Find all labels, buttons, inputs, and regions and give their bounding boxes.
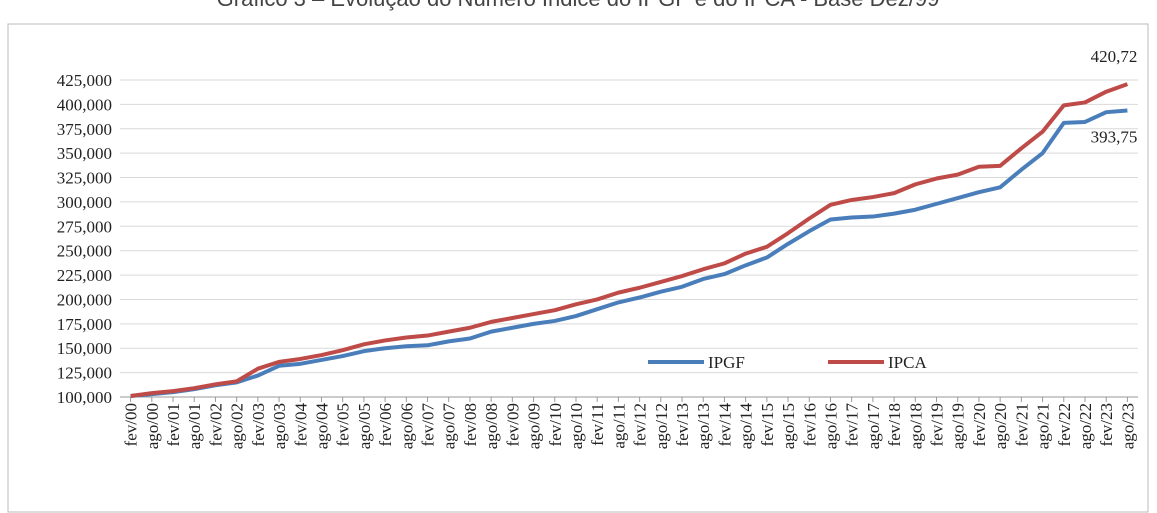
y-tick-label: 425,000 xyxy=(57,71,112,90)
x-tick-label: fev/05 xyxy=(334,403,353,446)
x-tick-label: fev/18 xyxy=(885,403,904,446)
y-tick-label: 400,000 xyxy=(57,95,112,114)
x-tick-label: fev/04 xyxy=(291,403,310,447)
x-tick-label: ago/13 xyxy=(694,403,713,449)
x-tick-label: fev/07 xyxy=(419,403,438,447)
x-tick-label: fev/10 xyxy=(546,403,565,446)
x-tick-label: ago/09 xyxy=(525,403,544,449)
x-tick-label: fev/16 xyxy=(800,403,819,446)
y-tick-label: 300,000 xyxy=(57,193,112,212)
x-tick-label: ago/11 xyxy=(609,403,628,449)
y-tick-label: 200,000 xyxy=(57,290,112,309)
legend-label: IPCA xyxy=(888,353,927,372)
y-tick-label: 225,000 xyxy=(57,266,112,285)
data-label: 393,75 xyxy=(1091,127,1138,146)
y-tick-label: 125,000 xyxy=(57,364,112,383)
x-tick-label: fev/13 xyxy=(673,403,692,446)
x-tick-label: ago/01 xyxy=(185,403,204,449)
x-tick-label: ago/20 xyxy=(991,403,1010,449)
y-tick-label: 325,000 xyxy=(57,169,112,188)
x-tick-label: fev/06 xyxy=(376,403,395,446)
x-tick-label: fev/09 xyxy=(503,403,522,446)
x-tick-label: ago/23 xyxy=(1118,403,1137,449)
y-tick-label: 175,000 xyxy=(57,315,112,334)
x-tick-label: ago/08 xyxy=(482,403,501,449)
x-tick-label: fev/14 xyxy=(715,403,734,447)
x-tick-label: fev/17 xyxy=(843,403,862,447)
x-tick-label: fev/15 xyxy=(758,403,777,446)
x-tick-label: fev/11 xyxy=(588,403,607,446)
x-tick-label: ago/17 xyxy=(864,403,883,450)
y-tick-label: 100,000 xyxy=(57,388,112,407)
x-tick-label: ago/12 xyxy=(652,403,671,449)
x-tick-label: fev/20 xyxy=(970,403,989,446)
x-tick-label: ago/14 xyxy=(737,403,756,450)
y-tick-label: 275,000 xyxy=(57,217,112,236)
x-tick-label: ago/02 xyxy=(228,403,247,449)
data-label: 420,72 xyxy=(1091,47,1138,66)
x-tick-label: fev/22 xyxy=(1055,403,1074,446)
x-tick-label: ago/19 xyxy=(949,403,968,449)
x-tick-label: fev/01 xyxy=(164,403,183,446)
x-tick-label: ago/21 xyxy=(1034,403,1053,449)
x-tick-label: fev/02 xyxy=(206,403,225,446)
x-tick-label: fev/12 xyxy=(631,403,650,446)
line-series xyxy=(130,82,1129,399)
x-tick-label: fev/21 xyxy=(1012,403,1031,446)
x-tick-label: fev/23 xyxy=(1097,403,1116,446)
x-tick-label: ago/15 xyxy=(779,403,798,449)
y-tick-label: 150,000 xyxy=(57,339,112,358)
x-tick-label: ago/18 xyxy=(906,403,925,449)
y-tick-label: 375,000 xyxy=(57,120,112,139)
x-tick-label: ago/07 xyxy=(440,403,459,450)
x-tick-label: fev/19 xyxy=(928,403,947,446)
x-tick-label: ago/10 xyxy=(567,403,586,449)
y-tick-label: 350,000 xyxy=(57,144,112,163)
line-series xyxy=(130,108,1128,399)
legend-label: IPGF xyxy=(708,353,745,372)
x-tick-label: ago/06 xyxy=(397,403,416,449)
x-tick-label: ago/22 xyxy=(1076,403,1095,449)
x-tick-label: fev/08 xyxy=(461,403,480,446)
x-tick-label: ago/05 xyxy=(355,403,374,449)
x-tick-label: fev/03 xyxy=(249,403,268,446)
x-tick-label: ago/16 xyxy=(821,403,840,449)
y-tick-label: 250,000 xyxy=(57,242,112,261)
x-tick-label: ago/03 xyxy=(270,403,289,449)
x-tick-label: ago/04 xyxy=(312,403,331,450)
x-tick-label: ago/00 xyxy=(143,403,162,449)
chart-border xyxy=(7,23,1149,513)
x-tick-label: fev/00 xyxy=(122,403,141,446)
chart-title: Gráfico 3 – Evolução do Número Índice do… xyxy=(217,0,940,11)
